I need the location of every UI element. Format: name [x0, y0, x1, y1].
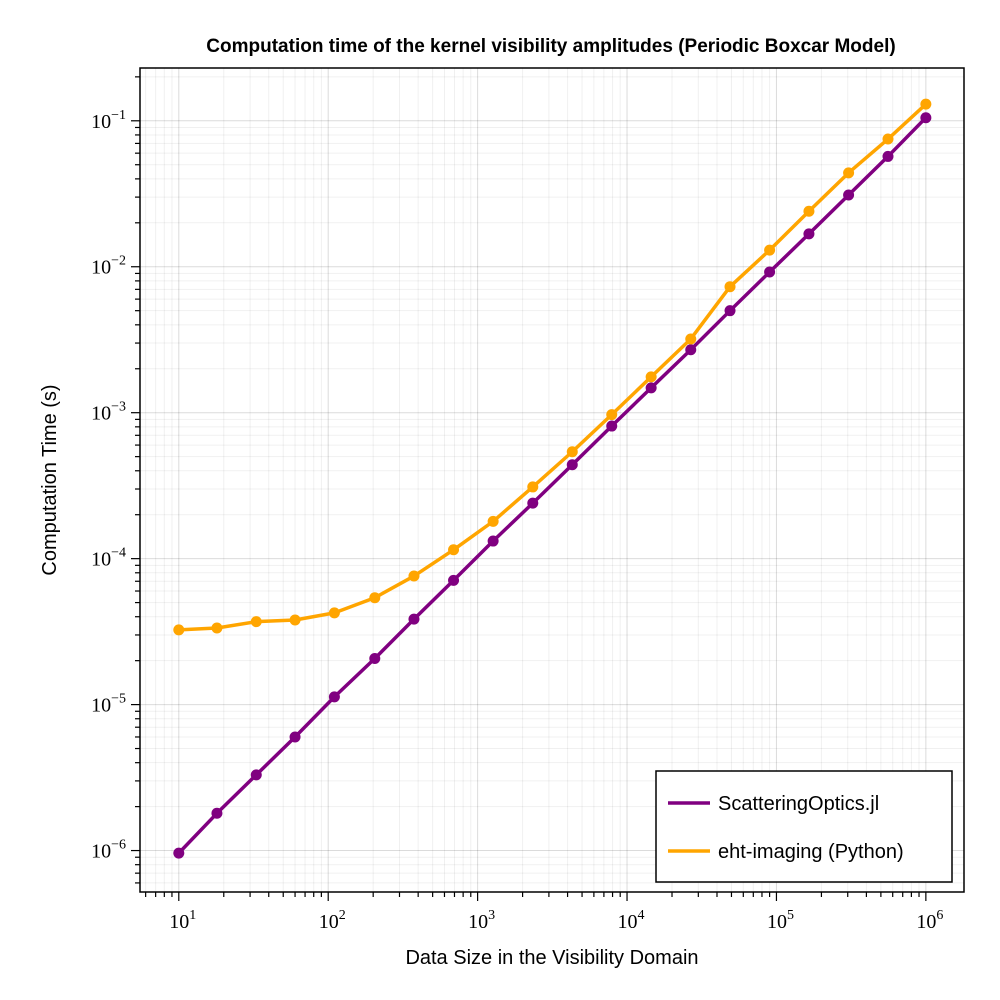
data-point: [408, 570, 420, 582]
data-point: [920, 112, 932, 124]
y-tick-label: 10−3: [91, 400, 126, 425]
data-point: [448, 574, 460, 586]
data-point: [882, 133, 894, 145]
grid-lines: [140, 68, 964, 892]
data-point: [645, 371, 657, 383]
y-tick-label: 10−4: [91, 546, 126, 571]
legend-box: [655, 770, 953, 883]
data-point: [487, 515, 499, 527]
data-point: [448, 544, 460, 556]
series-1: [173, 98, 932, 636]
series-0: [173, 112, 932, 859]
data-point: [487, 535, 499, 547]
y-tick-labels: 10−6 10−5 10−4 10−3 10−2 10−1: [91, 108, 126, 863]
legend-label-eht-imaging: eht-imaging (Python): [718, 841, 904, 863]
data-point: [527, 497, 539, 509]
y-tick-label: 10−5: [91, 692, 126, 717]
axis-ticks: [131, 76, 927, 901]
data-point: [566, 446, 578, 458]
y-tick-label: 10−6: [91, 838, 126, 863]
data-point: [527, 481, 539, 493]
data-point: [173, 847, 185, 859]
x-tick-label: 101: [169, 908, 196, 933]
data-point: [250, 769, 262, 781]
data-point: [803, 205, 815, 217]
data-point: [369, 652, 381, 664]
x-tick-label: 102: [319, 908, 346, 933]
legend-label-scatteringoptics: ScatteringOptics.jl: [718, 793, 879, 815]
data-point: [843, 167, 855, 179]
data-point: [328, 607, 340, 619]
legend: ScatteringOptics.jl eht-imaging (Python): [655, 770, 953, 883]
data-point: [566, 459, 578, 471]
series-line: [177, 116, 928, 855]
data-point: [685, 333, 697, 345]
data-point: [645, 382, 657, 394]
data-point: [764, 266, 776, 278]
data-point: [328, 691, 340, 703]
data-point: [606, 420, 618, 432]
data-point: [173, 624, 185, 636]
data-point: [289, 614, 301, 626]
x-tick-label: 104: [618, 908, 645, 933]
data-point: [685, 344, 697, 356]
data-point: [724, 281, 736, 293]
data-point: [211, 622, 223, 634]
data-point: [843, 189, 855, 201]
x-tick-label: 103: [468, 908, 495, 933]
data-point: [250, 616, 262, 628]
data-point: [803, 228, 815, 240]
y-axis-label: Computation Time (s): [39, 384, 61, 575]
x-axis-label: Data Size in the Visibility Domain: [405, 947, 698, 969]
plot-frame: [139, 67, 965, 893]
data-point: [882, 150, 894, 162]
data-point: [211, 807, 223, 819]
chart-title: Computation time of the kernel visibilit…: [206, 36, 895, 57]
data-point: [606, 409, 618, 421]
data-point: [920, 98, 932, 110]
series-line: [178, 102, 928, 632]
data-point: [408, 613, 420, 625]
data-point: [764, 244, 776, 256]
data-point: [724, 305, 736, 317]
x-tick-label: 105: [767, 908, 794, 933]
x-tick-label: 106: [916, 908, 943, 933]
data-point: [369, 592, 381, 604]
data-point: [289, 731, 301, 743]
y-tick-label: 10−2: [91, 254, 126, 279]
x-tick-labels: 101 102 103 104 105 106: [169, 908, 943, 933]
series-layer: [173, 98, 932, 859]
y-tick-label: 10−1: [91, 108, 126, 133]
